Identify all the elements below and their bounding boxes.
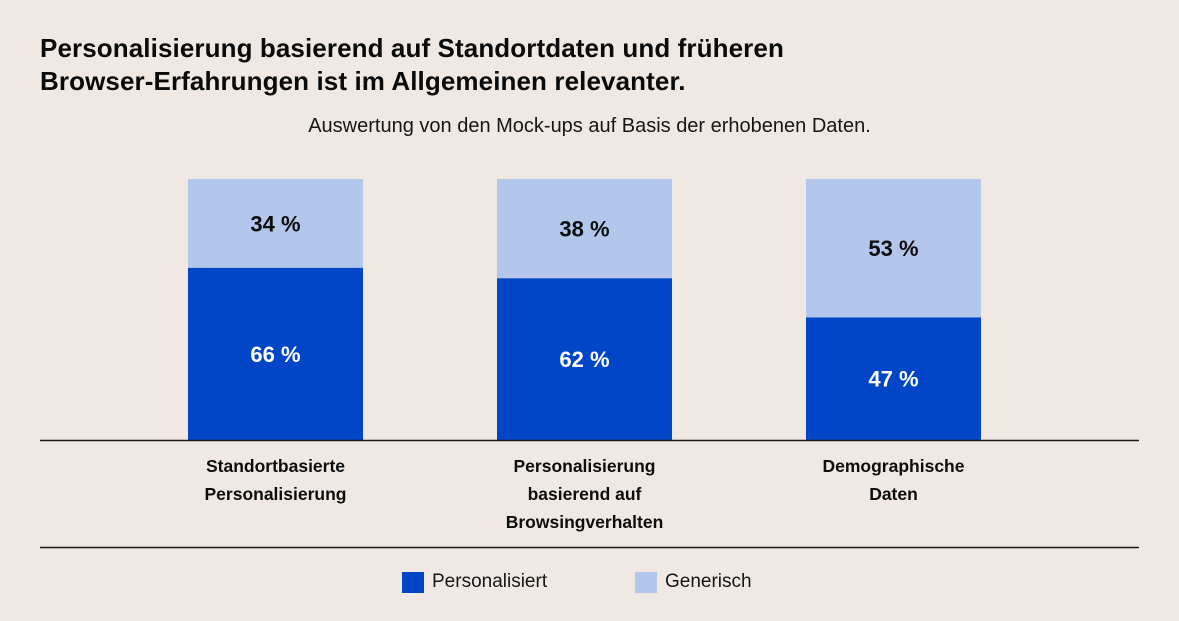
legend-item-personalisiert: Personalisiert [402,571,547,593]
data-label-personalisiert-2: 62 % [559,347,609,372]
x-tick-label-line: Personalisierung [204,484,347,504]
title-line-1: Personalisierung basierend auf Standortd… [40,33,784,63]
legend: Personalisiert Generisch [0,571,1179,595]
x-tick-label-line: Daten [869,484,918,504]
data-label-generisch-2: 38 % [559,217,609,242]
x-tick-label-3: Demographische Daten [774,452,1014,508]
data-label-generisch-3: 53 % [868,236,918,261]
bar-personalisiert-2 [497,278,672,440]
legend-label-generisch: Generisch [665,571,752,592]
chart-title: Personalisierung basierend auf Standortd… [40,32,1040,98]
bar-personalisiert-3 [806,317,981,440]
chart-subtitle: Auswertung von den Mock-ups auf Basis de… [0,115,1179,138]
x-tick-label-line: Standortbasierte [205,456,346,476]
title-line-2: Browser-Erfahrungen ist im Allgemeinen r… [40,66,686,96]
legend-label-personalisiert: Personalisiert [432,571,548,592]
data-label-personalisiert-1: 66 % [250,342,300,367]
legend-swatch-generisch [635,571,657,593]
bar-generisch-2 [497,179,672,279]
bar-generisch-3 [806,179,981,318]
x-tick-label-line: basierend auf [527,484,642,504]
x-tick-label-line: Demographische [822,456,965,476]
subtitle-text: Auswertung von den Mock-ups auf Basis de… [308,115,871,137]
data-label-generisch-1: 34 % [250,211,300,236]
legend-swatch-personalisiert [402,571,424,593]
bar-personalisiert-1 [188,267,363,440]
x-tick-label-line: Personalisierung [513,456,656,476]
bar-generisch-1 [188,179,363,268]
x-tick-label-1: Standortbasierte Personalisierung [156,452,396,508]
x-tick-label-2: Personalisierung basierend auf Browsingver… [465,452,705,536]
data-label-personalisiert-3: 47 % [868,367,918,392]
legend-item-generisch: Generisch [635,571,752,593]
x-tick-label-line: Browsingverhalten [505,512,664,532]
